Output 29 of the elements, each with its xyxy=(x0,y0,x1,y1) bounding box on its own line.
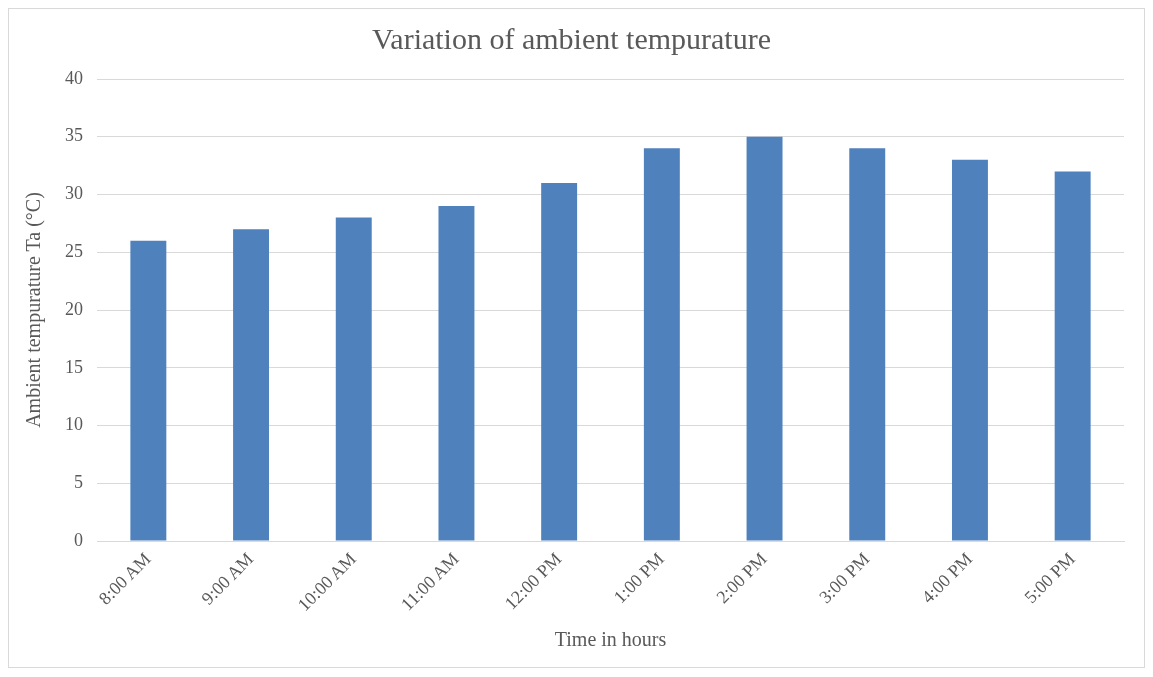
bar xyxy=(541,182,578,541)
x-tick-label: 2:00 PM xyxy=(712,548,771,608)
y-tick-label: 15 xyxy=(65,356,83,377)
x-tick-label: 8:00 AM xyxy=(94,548,155,609)
bar xyxy=(130,240,167,541)
x-axis-title: Time in hours xyxy=(554,628,667,651)
x-tick-label: 5:00 PM xyxy=(1020,548,1079,608)
bar xyxy=(951,159,988,541)
bar xyxy=(849,148,886,541)
x-tick-label: 3:00 PM xyxy=(815,548,874,608)
bar xyxy=(233,229,270,541)
bar xyxy=(438,206,475,541)
y-tick-label: 10 xyxy=(65,414,83,435)
x-tick-label: 4:00 PM xyxy=(917,548,977,608)
bar xyxy=(335,217,372,541)
bar xyxy=(1054,171,1091,541)
bar xyxy=(643,148,680,541)
bar xyxy=(746,136,783,541)
y-tick-label: 30 xyxy=(65,183,83,204)
x-tick-label: 9:00 AM xyxy=(197,548,258,609)
y-tick-label: 40 xyxy=(65,67,83,88)
chart-title: Variation of ambient tempurature xyxy=(371,21,772,55)
y-tick-label: 0 xyxy=(74,529,83,550)
y-tick-label: 35 xyxy=(65,125,83,146)
y-tick-label: 5 xyxy=(74,472,83,493)
y-tick-label: 25 xyxy=(65,241,83,261)
y-axis-title: Ambient tempurature Ta (°C) xyxy=(22,192,46,428)
x-tick-label: 1:00 PM xyxy=(609,548,669,608)
y-tick-label: 20 xyxy=(65,298,83,319)
